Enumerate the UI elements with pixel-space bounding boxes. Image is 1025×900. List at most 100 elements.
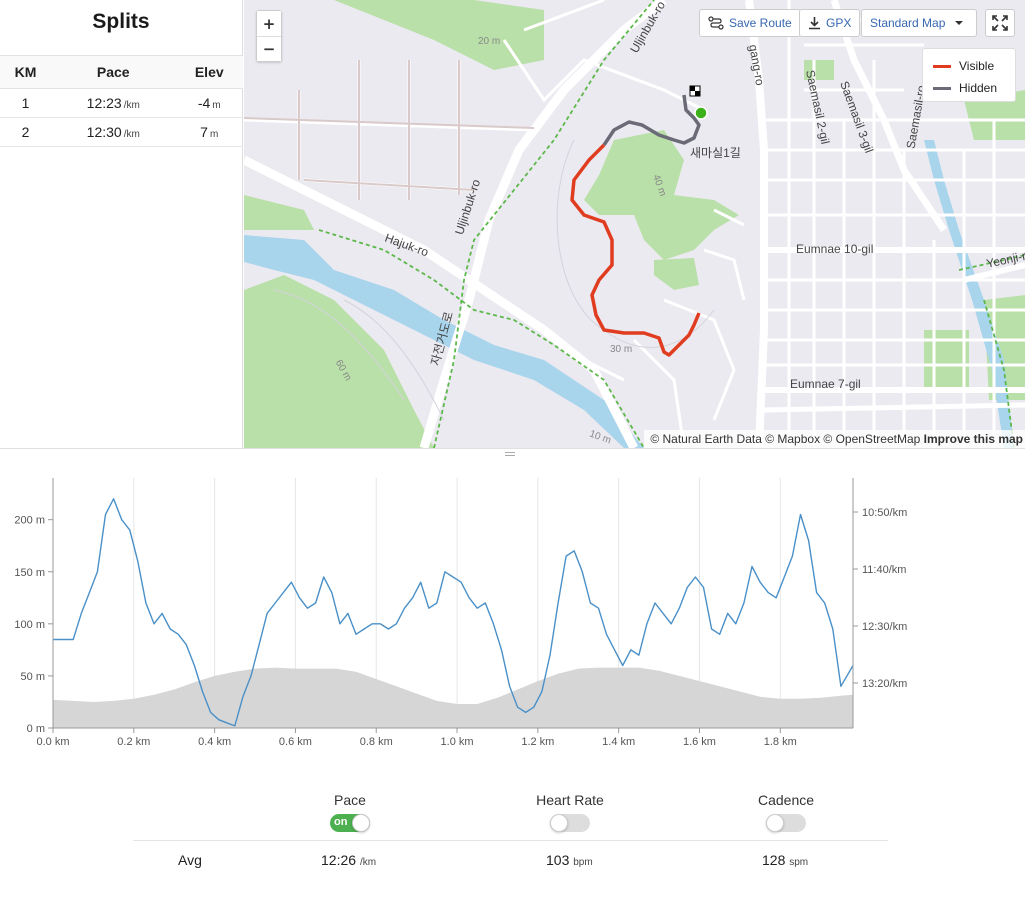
route-hidden [602, 94, 701, 146]
splits-header-row: KM Pace Elev [0, 56, 243, 89]
avg-cadence-unit: spm [789, 857, 809, 868]
road-uljinbuk-ro [419, 0, 667, 448]
split-pace-unit: /km [123, 99, 140, 111]
table-row: 1 12:23/km -4 m [0, 88, 243, 118]
stats-panel: Pace on Heart Rate Cadence Avg 12:26 /km… [0, 780, 1025, 890]
road-hajuk-ro [244, 155, 639, 448]
split-elev-unit: m [209, 128, 219, 140]
split-km: 2 [0, 117, 51, 147]
split-pace-value: 12:23 [86, 94, 122, 111]
bike-path [318, 0, 1025, 448]
map-base[interactable] [244, 0, 1025, 448]
drag-handle-icon[interactable] [505, 452, 515, 456]
map-label: 30 m [610, 344, 633, 355]
legend-item-visible: Visible [933, 55, 1015, 77]
x-tick-label: 0.2 km [117, 736, 150, 748]
zoom-in-button[interactable]: + [257, 11, 281, 36]
x-tick-label: 0.6 km [279, 736, 312, 748]
park-area [964, 90, 1025, 140]
legend-item-hidden: Hidden [933, 77, 1015, 99]
x-tick-label: 1.4 km [602, 736, 635, 748]
download-icon [809, 17, 820, 30]
heart-rate-toggle-label: Heart Rate [536, 792, 604, 808]
toggle-knob [766, 814, 784, 832]
route-visible [570, 143, 701, 357]
save-route-button[interactable]: Save Route [699, 9, 801, 37]
x-tick-label: 1.8 km [764, 736, 797, 748]
gpx-label: GPX [826, 16, 852, 30]
improve-map-link[interactable]: Improve this map [923, 432, 1023, 446]
y-right-tick-label: 13:20/km [862, 678, 907, 690]
heart-rate-toggle-group: Heart Rate [510, 792, 630, 832]
cadence-toggle[interactable] [766, 814, 806, 832]
legend-label: Visible [959, 59, 995, 73]
x-tick-label: 1.2 km [521, 736, 554, 748]
divider-line [133, 840, 888, 841]
map-style-select[interactable]: Standard Map [861, 9, 977, 37]
toggle-knob [550, 814, 568, 832]
park-area [244, 195, 314, 230]
pace-toggle-group: Pace on [290, 792, 410, 832]
map-style-label: Standard Map [870, 16, 946, 30]
x-tick-label: 0.4 km [198, 736, 231, 748]
split-pace-unit: /km [123, 128, 140, 140]
y-right-tick-label: 11:40/km [862, 564, 906, 576]
park-area [334, 0, 544, 70]
header-km: KM [0, 56, 51, 89]
route-map[interactable]: Uljinbuk-ro Uljinbuk-ro Hajuk-ro Saemasi… [244, 0, 1025, 448]
gpx-button[interactable]: GPX [799, 9, 861, 37]
map-attribution: © Natural Earth Data © Mapbox © OpenStre… [644, 430, 1025, 448]
avg-pace-unit: /km [359, 857, 377, 868]
stream [924, 140, 1014, 448]
zoom-control: + − [256, 10, 282, 62]
split-pace: 12:30/km [51, 117, 176, 147]
y-left-tick-label: 0 m [27, 723, 45, 735]
cadence-toggle-label: Cadence [757, 792, 815, 808]
y-left-tick-label: 100 m [14, 619, 45, 631]
y-right-tick-label: 12:30/km [862, 621, 907, 633]
map-label: Eumnae 10-gil [796, 242, 874, 256]
road [763, 402, 1025, 413]
pace-elevation-chart[interactable]: 0.0 km 0.2 km 0.4 km 0.6 km 0.8 km 1.0 km 1.2 … [0, 458, 1025, 758]
avg-pace: 12:26 /km [321, 852, 376, 868]
map-label: 20 m [478, 36, 501, 47]
avg-cadence-value: 128 [762, 852, 786, 868]
pace-line [53, 498, 854, 727]
panel-divider[interactable] [0, 448, 1025, 458]
y-left-tick-label: 200 m [14, 515, 45, 527]
fullscreen-icon [992, 15, 1008, 31]
heart-rate-toggle[interactable] [550, 814, 590, 832]
river [244, 235, 644, 448]
y-right-tick-label: 10:50/km [862, 507, 907, 519]
split-elev-unit: m [212, 99, 221, 111]
start-marker-icon [694, 106, 708, 120]
park-area [244, 275, 434, 448]
split-pace-value: 12:30 [86, 123, 122, 140]
x-tick-label: 0.0 km [36, 736, 69, 748]
split-elev-value: -4 [197, 94, 211, 111]
cadence-toggle-group: Cadence [726, 792, 846, 832]
zoom-out-button[interactable]: − [257, 36, 281, 61]
split-pace: 12:23/km [51, 88, 176, 118]
route-icon [708, 16, 724, 30]
split-elev: -4 m [175, 88, 243, 118]
x-tick-label: 0.8 km [360, 736, 393, 748]
legend-label: Hidden [959, 81, 998, 95]
chevron-down-icon [955, 21, 964, 25]
split-km: 1 [0, 88, 51, 118]
splits-title: Splits [0, 0, 242, 56]
park-area [584, 130, 739, 260]
y-left-tick-label: 150 m [14, 567, 45, 579]
toggle-knob [352, 814, 370, 832]
legend-swatch [933, 64, 951, 68]
park-area [654, 258, 699, 290]
splits-panel: Splits KM Pace Elev 1 12:23/km -4 m 2 12:… [0, 0, 243, 448]
property-lines [244, 60, 535, 200]
attribution-text: © Natural Earth Data © Mapbox © OpenStre… [650, 432, 921, 446]
y-left-tick-label: 50 m [21, 671, 45, 683]
pace-toggle[interactable]: on [330, 814, 370, 832]
fullscreen-button[interactable] [985, 9, 1015, 37]
finish-flag-pattern [690, 86, 700, 96]
